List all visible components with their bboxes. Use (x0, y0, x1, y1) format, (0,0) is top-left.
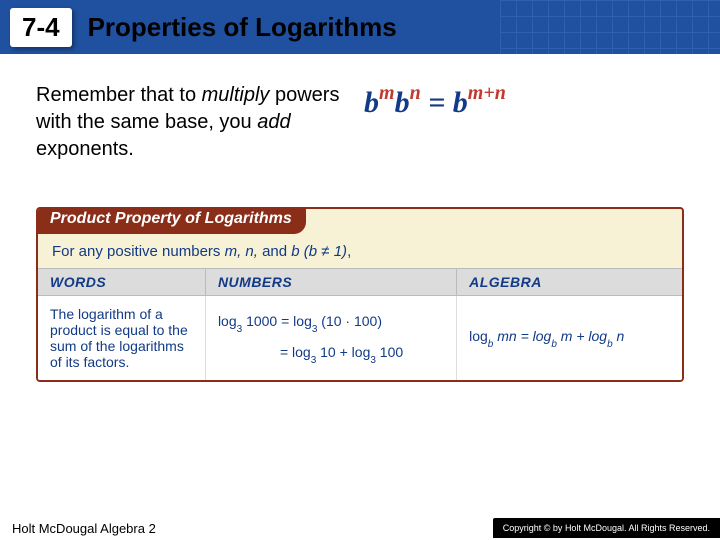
nl2-mid: 10 + log (316, 344, 370, 360)
numbers-line1: log3 1000 = log3 (10 · 100) (218, 307, 444, 338)
footer-left: Holt McDougal Algebra 2 (0, 521, 156, 536)
alg-mid: m + log (557, 328, 607, 344)
intro-em-add: add (257, 111, 290, 133)
nl2-prefix: = log (280, 344, 311, 360)
forany-line: For any positive numbers m, n, and b (b … (38, 237, 682, 268)
algebra-math: logb mn = logb m + logb n (469, 328, 670, 348)
cell-numbers: log3 1000 = log3 (10 · 100) = log3 10 + … (205, 296, 456, 381)
col-header-words: WORDS (38, 269, 205, 296)
numbers-line2: = log3 10 + log3 100 (218, 338, 444, 369)
footer: Holt McDougal Algebra 2 Copyright © by H… (0, 516, 720, 540)
nl1-arg: 1000 = log (242, 313, 312, 329)
section-number-badge: 7-4 (10, 8, 72, 47)
formula-exp3: m+n (468, 82, 506, 104)
header-grid-decoration (500, 0, 720, 54)
nl2-sub1: 3 (311, 355, 317, 366)
alg-sub1: b (488, 339, 494, 350)
tab-wrap: Product Property of Logarithms (38, 207, 682, 237)
intro-suffix: exponents. (36, 138, 134, 160)
intro-row: Remember that to multiply powers with th… (36, 82, 684, 163)
property-table: WORDS NUMBERS ALGEBRA The logarithm of a… (38, 268, 682, 380)
forany-vars: m, n, (225, 243, 258, 260)
nl1-sub1: 3 (237, 324, 243, 335)
forany-mid: and (258, 243, 291, 260)
footer-copyright: Copyright © by Holt McDougal. All Rights… (493, 518, 720, 538)
page-title: Properties of Logarithms (88, 12, 397, 43)
nl1-rhs: (10 · 100) (317, 313, 382, 329)
numbers-math: log3 1000 = log3 (10 · 100) = log3 10 + … (218, 307, 444, 369)
alg-sub2: b (551, 339, 557, 350)
property-box: Product Property of Logarithms For any p… (36, 207, 684, 382)
alg-sub3: b (607, 339, 613, 350)
forany-prefix: For any positive numbers (52, 243, 225, 260)
nl1-sub2: 3 (312, 324, 318, 335)
formula-base2: b (395, 86, 410, 119)
formula-base1: b (364, 86, 379, 119)
formula-eq: = (421, 86, 453, 119)
col-header-numbers: NUMBERS (205, 269, 456, 296)
table-row: The logarithm of a product is equal to t… (38, 296, 682, 381)
cell-words: The logarithm of a product is equal to t… (38, 296, 205, 381)
intro-prefix: Remember that to (36, 84, 202, 106)
alg-log1: log (469, 328, 488, 344)
formula-base3: b (453, 86, 468, 119)
cell-algebra: logb mn = logb m + logb n (457, 296, 682, 381)
property-tab: Product Property of Logarithms (36, 207, 306, 234)
forany-suffix: , (347, 243, 351, 260)
col-header-algebra: ALGEBRA (457, 269, 682, 296)
intro-text: Remember that to multiply powers with th… (36, 82, 346, 163)
content-area: Remember that to multiply powers with th… (0, 54, 720, 382)
nl2-sub2: 3 (370, 355, 376, 366)
formula-exp1: m (379, 82, 395, 104)
nl2-end: 100 (376, 344, 403, 360)
nl1-log: log (218, 313, 237, 329)
alg-end: n (613, 328, 625, 344)
formula-exp2: n (410, 82, 421, 104)
exponent-rule-formula: bmbn = bm+n (364, 82, 684, 120)
alg-arg: mn = log (493, 328, 551, 344)
table-header-row: WORDS NUMBERS ALGEBRA (38, 269, 682, 296)
header-bar: 7-4 Properties of Logarithms (0, 0, 720, 54)
forany-base: b (b ≠ 1) (291, 243, 347, 260)
intro-em-multiply: multiply (202, 84, 270, 106)
